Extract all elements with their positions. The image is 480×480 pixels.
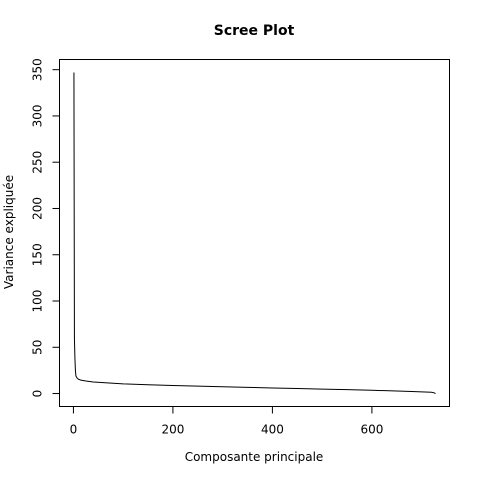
x-tick-label: 600	[360, 423, 383, 437]
y-axis-label: Variance expliquée	[2, 175, 16, 289]
y-tick-label: 100	[31, 290, 45, 313]
y-tick-label: 300	[31, 104, 45, 127]
y-tick-label: 350	[31, 58, 45, 81]
y-tick-label: 50	[31, 340, 45, 355]
y-axis: 0 50 100 150 200 250 300 350	[31, 58, 60, 397]
x-tick-label: 200	[161, 423, 184, 437]
chart-title: Scree Plot	[214, 23, 295, 39]
x-axis: 0 200 400 600	[70, 406, 383, 437]
x-tick-label: 400	[261, 423, 284, 437]
series-group	[73, 72, 436, 394]
x-tick-label: 0	[70, 423, 78, 437]
y-tick-label: 200	[31, 197, 45, 220]
y-tick-label: 0	[31, 390, 45, 398]
y-tick-label: 150	[31, 243, 45, 266]
x-axis-label: Composante principale	[185, 450, 324, 464]
series-line-1	[73, 72, 436, 394]
plot-frame	[59, 59, 450, 407]
y-tick-label: 250	[31, 151, 45, 174]
